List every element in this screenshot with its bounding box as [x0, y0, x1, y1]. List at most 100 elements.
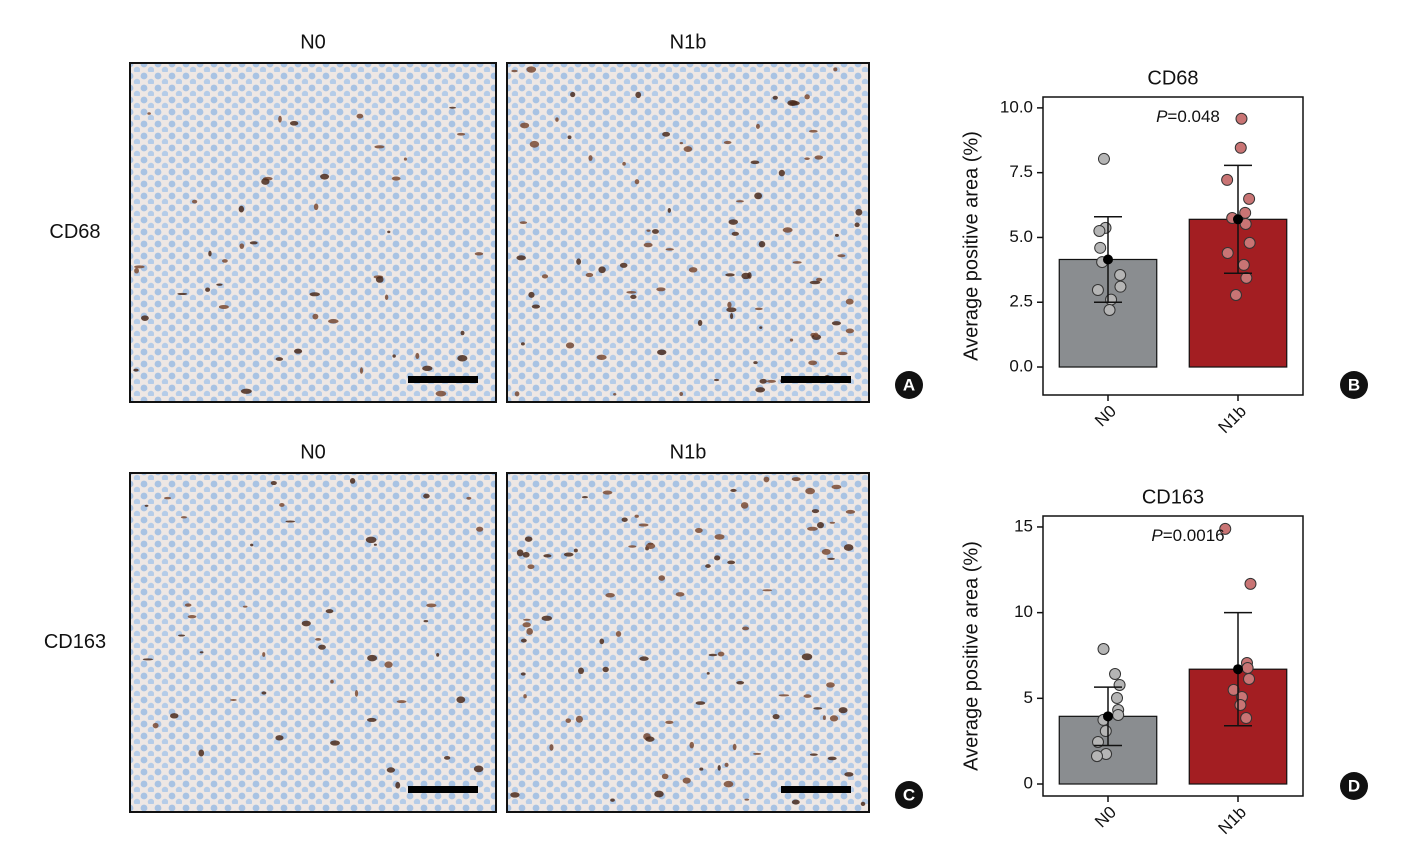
- stain-spot: [422, 365, 433, 372]
- stain-spot: [728, 219, 739, 225]
- stain-spot: [230, 698, 237, 701]
- y-tick-label: 2.5: [1009, 292, 1033, 311]
- stain-spot: [519, 221, 528, 224]
- panel-letter-badge: [895, 371, 923, 399]
- stain-spot: [630, 294, 637, 300]
- stain-spot: [330, 679, 334, 684]
- stain-spot: [845, 328, 855, 334]
- panel-letter: A: [903, 375, 915, 394]
- stain-spot: [375, 276, 384, 283]
- stain-spot: [827, 756, 837, 761]
- y-tick-label: 7.5: [1009, 162, 1033, 181]
- stain-spot: [845, 509, 856, 514]
- p-value-annotation: P=0.048: [1156, 107, 1220, 126]
- stain-spot: [520, 122, 530, 129]
- stain-spot: [275, 735, 284, 741]
- stain-spot: [791, 477, 801, 482]
- stain-spot: [822, 715, 826, 721]
- stain-spot: [315, 637, 322, 641]
- stain-spot: [754, 192, 763, 200]
- stain-spot: [318, 644, 326, 650]
- stain-spot: [827, 557, 836, 560]
- stain-spot: [679, 142, 684, 145]
- stain-spot: [801, 653, 813, 661]
- stain-spot: [199, 651, 204, 654]
- stain-spot: [744, 798, 750, 801]
- stain-spot: [520, 342, 525, 346]
- stain-spot: [717, 765, 721, 771]
- stain-spot: [740, 502, 749, 509]
- stain-spot: [164, 496, 172, 500]
- data-point: [1113, 678, 1126, 691]
- stain-spot: [860, 801, 866, 807]
- stain-spot: [724, 762, 729, 767]
- column-label: N0: [300, 31, 326, 53]
- stain-spot: [697, 319, 703, 326]
- stain-spot: [576, 258, 582, 265]
- stain-spot: [742, 626, 750, 631]
- stain-spot: [460, 330, 465, 336]
- stain-spot: [759, 326, 763, 329]
- stain-spot: [599, 638, 605, 645]
- stain-spot: [449, 106, 457, 109]
- stain-spot: [817, 521, 824, 529]
- stain-spot: [541, 615, 553, 621]
- stain-spot: [735, 200, 745, 203]
- stain-spot: [349, 477, 356, 484]
- stain-spot: [147, 112, 151, 115]
- data-point: [1111, 691, 1124, 704]
- stain-spot: [717, 651, 725, 657]
- stain-spot: [261, 178, 270, 185]
- stain-spot: [727, 301, 732, 309]
- stain-spot: [516, 255, 526, 261]
- data-point: [1243, 192, 1256, 205]
- stain-spot: [766, 379, 776, 383]
- stain-spot: [294, 348, 303, 354]
- stain-spot: [250, 543, 254, 547]
- data-point: [1241, 661, 1254, 674]
- stain-spot: [837, 254, 846, 258]
- data-point: [1240, 712, 1253, 725]
- stain-spot: [755, 387, 766, 393]
- data-point: [1240, 271, 1253, 284]
- stain-spot: [396, 700, 407, 704]
- stain-spot: [736, 681, 745, 685]
- stain-spot: [713, 378, 720, 382]
- stain-spot: [683, 146, 693, 152]
- row-label: CD163: [44, 631, 106, 653]
- stain-spot: [239, 243, 245, 249]
- stain-spot: [679, 391, 684, 397]
- stain-spot: [646, 229, 651, 232]
- stain-spot: [804, 94, 810, 100]
- stain-spot: [809, 280, 821, 285]
- stain-spot: [610, 798, 615, 802]
- plot-frame: [1042, 96, 1304, 396]
- data-point: [1091, 284, 1104, 297]
- stain-spot: [726, 307, 737, 313]
- stain-spot: [563, 552, 574, 557]
- stain-spot: [643, 242, 653, 248]
- stain-spot: [833, 67, 838, 72]
- stain-spot: [602, 666, 609, 673]
- stain-spot: [436, 652, 440, 657]
- y-tick-label: 0.0: [1009, 356, 1033, 375]
- y-tick-label: 10.0: [1000, 97, 1033, 116]
- stain-spot: [543, 554, 552, 558]
- stain-spot: [695, 701, 706, 705]
- stain-spot: [354, 689, 359, 697]
- data-point: [1109, 667, 1122, 680]
- stain-spot: [527, 564, 535, 570]
- stain-spot: [755, 123, 760, 129]
- stain-spot: [415, 352, 420, 360]
- stain-spot: [320, 173, 330, 180]
- y-axis-label: Average positive area (%): [960, 131, 982, 361]
- data-point: [1094, 241, 1107, 254]
- y-tick-label: 5.0: [1009, 227, 1033, 246]
- stain-spot: [365, 536, 377, 544]
- mean-dot: [1233, 664, 1243, 675]
- stain-spot: [555, 117, 559, 122]
- stain-spot: [510, 792, 520, 798]
- stain-spot: [661, 773, 669, 780]
